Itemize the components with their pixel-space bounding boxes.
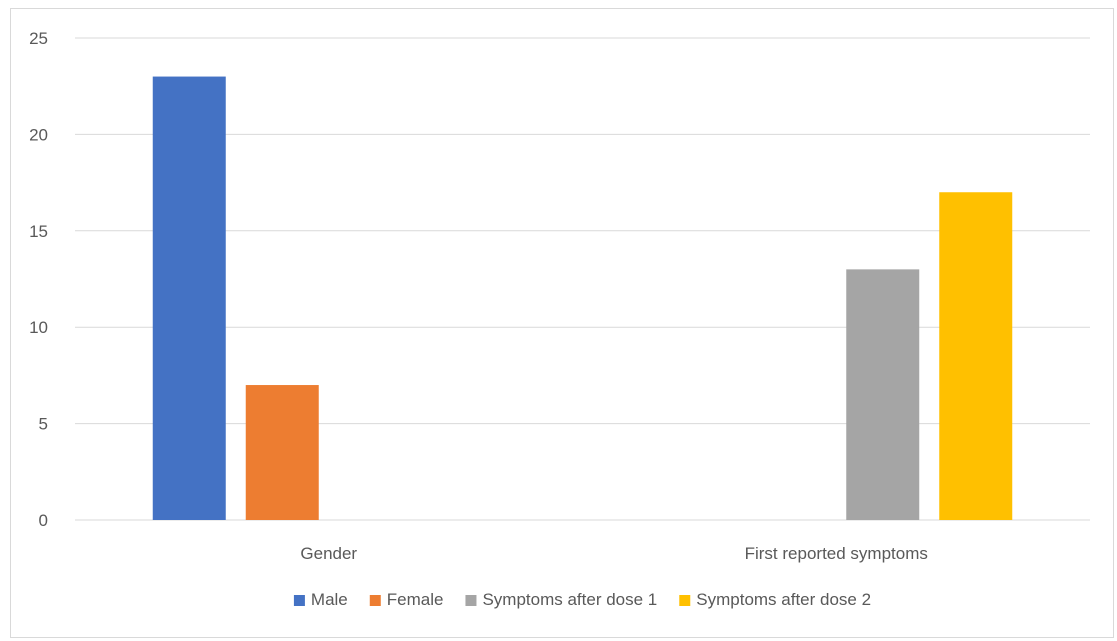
- bar-female: [245, 385, 319, 520]
- legend-label: Female: [387, 590, 444, 609]
- x-axis-categories: Gender First reported symptoms: [300, 544, 927, 563]
- y-axis-ticks: 0 5 10 15 20 25: [29, 29, 48, 530]
- legend-item: Male: [293, 590, 348, 609]
- legend-swatch: [679, 595, 691, 606]
- y-tick-label: 25: [29, 29, 48, 48]
- legend-swatch: [465, 595, 477, 606]
- legend-label: Symptoms after dose 2: [696, 590, 871, 609]
- legend-item: Symptoms after dose 2: [679, 590, 871, 609]
- y-tick-label: 5: [39, 415, 48, 434]
- legend-label: Male: [311, 590, 348, 609]
- y-tick-label: 10: [29, 318, 48, 337]
- x-category-label: First reported symptoms: [745, 544, 928, 563]
- legend-item: Symptoms after dose 1: [465, 590, 657, 609]
- bars: [152, 76, 1013, 521]
- gridlines: [75, 37, 1090, 521]
- y-tick-label: 15: [29, 222, 48, 241]
- x-category-label: Gender: [300, 544, 357, 563]
- bar-symptoms-after-dose-1: [846, 269, 920, 520]
- legend-swatch: [293, 595, 305, 606]
- y-tick-label: 0: [39, 511, 48, 530]
- bar-male: [152, 76, 226, 520]
- legend-swatch: [369, 595, 381, 606]
- y-tick-label: 20: [29, 125, 48, 144]
- bar-symptoms-after-dose-2: [939, 192, 1013, 521]
- legend-label: Symptoms after dose 1: [482, 590, 657, 609]
- legend-item: Female: [369, 590, 444, 609]
- legend: Male Female Symptoms after dose 1 Symptoms …: [293, 590, 871, 609]
